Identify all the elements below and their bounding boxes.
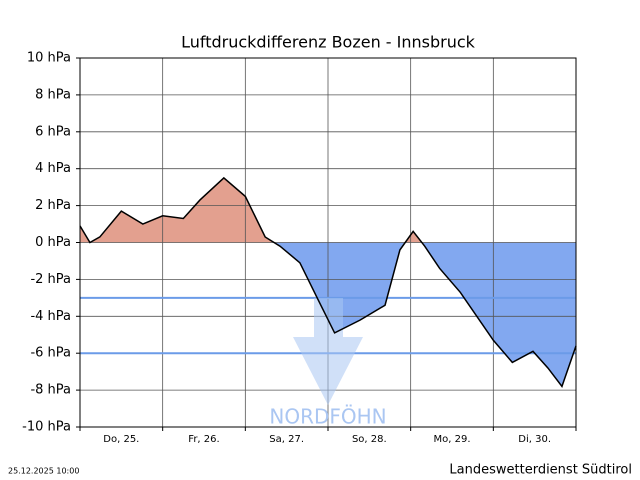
x-tick-label: Fr, 26. — [188, 434, 219, 445]
annotation-arrow — [293, 298, 363, 405]
y-tick-label: -6 hPa — [30, 346, 71, 361]
line — [79, 176, 577, 388]
y-tick-label: 4 hPa — [35, 161, 71, 176]
x-tick-label: So, 28. — [352, 434, 387, 445]
positive-area — [80, 177, 576, 243]
y-tick-label: -8 hPa — [30, 383, 71, 398]
y-tick-label: 0 hPa — [35, 235, 71, 250]
source: Landeswetterdienst Südtirol — [449, 463, 632, 478]
y-tick-label: 6 hPa — [35, 124, 71, 139]
y-tick-label: 2 hPa — [35, 198, 71, 213]
chart-title: Luftdruckdifferenz Bozen - Innsbruck — [181, 33, 476, 52]
plot-frame — [79, 57, 577, 428]
y-tick-label: -2 hPa — [30, 272, 71, 287]
x-tick-label: Sa, 27. — [269, 434, 304, 445]
y-tick-label: 8 hPa — [35, 87, 71, 102]
x-tick-label: Di, 30. — [518, 434, 551, 445]
y-tick-label: -10 hPa — [22, 420, 71, 435]
y-tick-label: -4 hPa — [30, 309, 71, 324]
x-tick-label: Mo, 29. — [433, 434, 470, 445]
y-tick-label: 10 hPa — [27, 51, 71, 66]
x-tick-label: Do, 25. — [103, 434, 139, 445]
timestamp: 25.12.2025 10:00 — [8, 467, 79, 476]
annotation: NORDFÖHN — [269, 405, 386, 429]
